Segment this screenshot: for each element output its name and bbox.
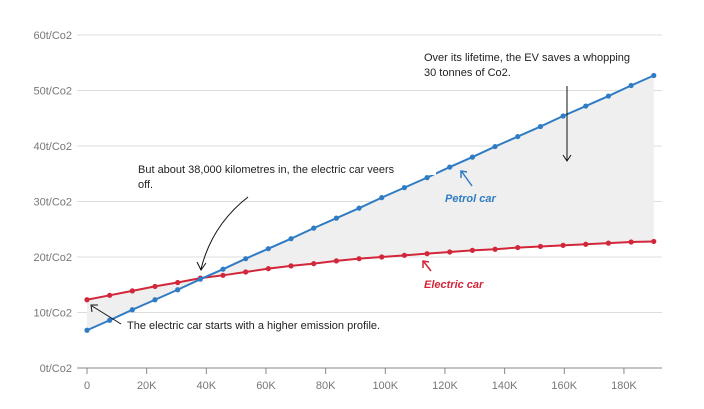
- data-point-1: [356, 256, 362, 262]
- label-petrol: Petrol car: [445, 193, 496, 205]
- data-point-1: [515, 244, 521, 251]
- data-point-0: [107, 317, 113, 323]
- data-point-1: [447, 249, 453, 255]
- data-point-1: [560, 242, 566, 248]
- data-point-1: [537, 243, 544, 250]
- data-point-1: [401, 252, 407, 258]
- data-point-0: [84, 327, 90, 333]
- data-point-1: [175, 279, 181, 286]
- data-point-1: [424, 251, 430, 257]
- data-point-0: [152, 297, 158, 303]
- y-tick-label: 20t/Co2: [33, 252, 72, 264]
- note-lifetime-1: Over its lifetime, the EV saves a whoppi…: [424, 52, 630, 64]
- data-point-0: [197, 276, 203, 282]
- data-point-1: [311, 261, 317, 267]
- y-tick-label: 30t/Co2: [33, 197, 72, 209]
- y-tick-label: 60t/Co2: [33, 30, 72, 42]
- annotations: [90, 86, 572, 325]
- x-tick-label: 120K: [432, 380, 458, 392]
- data-point-1: [379, 254, 385, 260]
- data-point-0: [424, 175, 430, 181]
- data-point-0: [175, 287, 181, 293]
- arrow-veers: [196, 196, 249, 271]
- data-point-0: [469, 154, 476, 160]
- note-start: The electric car starts with a higher em…: [127, 320, 380, 332]
- data-point-1: [492, 246, 498, 252]
- data-point-1: [628, 239, 634, 245]
- x-tick-label: 80K: [316, 380, 336, 392]
- y-tick-label: 10t/Co2: [33, 308, 72, 320]
- data-point-0: [583, 103, 589, 109]
- data-point-1: [605, 240, 612, 246]
- data-point-1: [107, 292, 113, 298]
- data-point-0: [447, 164, 453, 170]
- data-point-0: [129, 307, 135, 313]
- data-point-0: [243, 256, 249, 262]
- data-point-1: [220, 272, 226, 278]
- data-point-1: [243, 269, 249, 275]
- x-tick-label: 40K: [197, 380, 217, 392]
- data-point-1: [265, 266, 271, 272]
- y-tick-label: 0t/Co2: [40, 363, 72, 375]
- data-point-0: [515, 133, 521, 140]
- data-point-1: [288, 263, 294, 269]
- x-tick-label: 160K: [551, 380, 577, 392]
- data-point-1: [469, 247, 476, 253]
- y-tick-label: 50t/Co2: [33, 86, 72, 98]
- data-point-0: [220, 266, 226, 272]
- data-point-0: [651, 72, 657, 79]
- data-point-0: [628, 82, 634, 89]
- arrow-lifetime: [562, 86, 572, 162]
- data-point-1: [152, 283, 158, 290]
- series-line-0: [86, 74, 655, 332]
- data-point-0: [605, 93, 612, 99]
- data-point-1: [583, 241, 589, 247]
- arrow-electric: [422, 260, 432, 272]
- data-point-0: [401, 185, 407, 191]
- y-tick-label: 40t/Co2: [33, 141, 72, 153]
- data-point-0: [333, 215, 339, 221]
- data-point-1: [651, 238, 657, 245]
- data-point-1: [129, 288, 135, 294]
- note-veers-2: off.: [138, 179, 153, 191]
- data-point-0: [560, 113, 566, 119]
- note-lifetime-2: 30 tonnes of Co2.: [424, 67, 511, 79]
- x-tick-label: 0: [84, 380, 90, 392]
- data-point-0: [537, 123, 544, 130]
- data-point-0: [492, 143, 498, 150]
- label-electric: Electric car: [424, 279, 484, 291]
- note-veers-1: But about 38,000 kilometres in, the elec…: [138, 164, 395, 176]
- x-tick-label: 100K: [372, 380, 398, 392]
- arrow-petrol: [460, 170, 473, 187]
- x-tick-label: 140K: [492, 380, 518, 392]
- data-point-0: [356, 205, 362, 211]
- series-line-1: [86, 240, 654, 301]
- arrow-start: [90, 304, 122, 325]
- data-point-1: [333, 258, 339, 264]
- data-point-0: [311, 225, 317, 231]
- data-point-0: [288, 236, 294, 242]
- data-point-0: [265, 246, 271, 252]
- data-point-1: [84, 297, 90, 303]
- x-tick-label: 180K: [611, 380, 637, 392]
- x-tick-label: 20K: [137, 380, 157, 392]
- data-point-0: [379, 195, 385, 201]
- x-tick-label: 60K: [256, 380, 276, 392]
